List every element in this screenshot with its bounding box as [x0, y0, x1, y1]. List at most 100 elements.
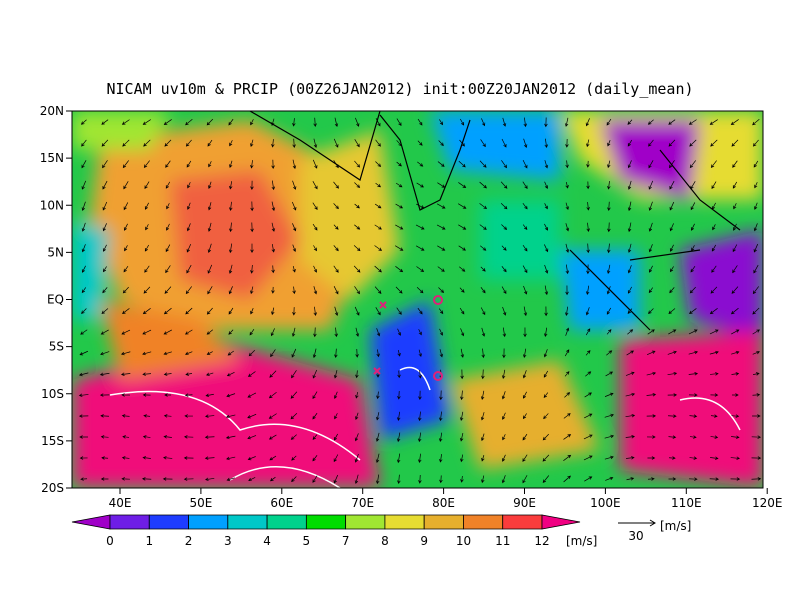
wind-arrow: [165, 265, 171, 274]
wind-field: [72, 111, 763, 488]
wind-arrow: [291, 201, 297, 211]
wind-arrow: [416, 203, 425, 209]
colorbar-swatch: [148, 514, 189, 530]
wind-arrow: [226, 393, 236, 398]
wind-arrow: [333, 370, 338, 379]
wind-arrow: [312, 181, 318, 190]
wind-arrow: [438, 308, 444, 315]
wind-arrow: [185, 286, 193, 295]
wind-arrow: [585, 371, 592, 377]
wind-arrow: [689, 477, 698, 481]
wind-arrow: [78, 414, 89, 418]
wind-arrow: [522, 475, 528, 484]
wind-arrow: [81, 308, 87, 314]
wind-arrow: [354, 286, 360, 295]
wind-arrow: [143, 139, 151, 147]
wind-arrow: [416, 266, 425, 272]
wind-arrow: [606, 307, 612, 315]
wind-arrow: [563, 454, 572, 461]
wind-arrow: [439, 119, 444, 126]
wind-arrow: [500, 181, 508, 189]
wind-arrow: [584, 476, 593, 482]
wind-arrow: [586, 264, 590, 275]
wind-arrow: [522, 265, 528, 274]
wind-arrow: [312, 159, 318, 169]
wind-arrow: [163, 435, 172, 439]
wind-arrow: [355, 117, 360, 127]
wind-arrow: [586, 202, 590, 211]
wind-arrow: [607, 243, 611, 254]
wind-arrow: [668, 414, 677, 418]
wind-arrow: [543, 392, 549, 399]
wind-arrow: [733, 203, 737, 210]
wind-arrow: [354, 433, 359, 442]
wind-arrow: [522, 202, 528, 210]
wind-arrow: [355, 348, 359, 358]
wind-arrow: [501, 266, 507, 273]
wind-arrow: [334, 413, 338, 420]
wind-arrow: [480, 245, 487, 251]
wind-arrow: [354, 224, 361, 230]
wind-arrow: [353, 265, 361, 273]
wind-arrow: [79, 456, 88, 460]
wind-arrow: [627, 119, 633, 125]
wind-arrow: [247, 413, 257, 419]
wind-arrow: [268, 434, 277, 440]
wind-arrow: [205, 477, 215, 482]
wind-arrow: [121, 329, 131, 335]
wind-arrow: [375, 432, 380, 442]
wind-arrow: [646, 371, 657, 376]
wind-arrow: [250, 180, 254, 190]
wind-arrow: [669, 201, 675, 211]
wind-arrow: [415, 224, 425, 230]
wind-arrow: [312, 223, 318, 231]
wind-arrow: [501, 245, 507, 251]
wind-arrow: [544, 117, 548, 128]
wind-arrow: [669, 180, 675, 190]
wind-arrow: [99, 372, 110, 377]
wind-arrow: [270, 349, 276, 358]
wind-arrow: [438, 140, 444, 147]
wind-arrow: [751, 435, 762, 439]
wind-arrow: [459, 307, 465, 315]
wind-arrow: [460, 328, 465, 337]
wind-arrow: [354, 306, 360, 316]
wind-arrow: [501, 160, 508, 169]
wind-arrow: [186, 160, 192, 168]
wind-arrow: [522, 244, 528, 252]
wind-arrow: [648, 180, 654, 190]
wind-arrow: [436, 224, 446, 230]
wind-arrow: [313, 327, 317, 338]
wind-arrow: [481, 348, 485, 359]
wind-arrow: [606, 118, 612, 126]
wind-arrow: [206, 372, 214, 376]
wind-arrow: [250, 139, 254, 147]
wind-arrow: [604, 413, 614, 418]
wind-arrow: [354, 182, 361, 188]
wind-arrow: [689, 414, 698, 418]
wind-arrow: [228, 307, 234, 315]
wind-arrow: [396, 307, 402, 315]
wind-arrow: [563, 434, 572, 440]
wind-arrow: [271, 265, 275, 274]
wind-arrow: [144, 202, 149, 210]
wind-arrow: [207, 264, 213, 274]
wind-arrow: [669, 287, 675, 294]
wind-arrow: [544, 223, 549, 231]
wind-arrow: [502, 327, 507, 338]
wind-arrow: [102, 180, 108, 190]
wind-arrow: [207, 243, 212, 253]
wind-arrow: [479, 224, 487, 230]
wind-arrow: [565, 202, 569, 211]
wind-arrow: [204, 456, 215, 460]
wind-arrow: [100, 414, 110, 418]
wind-arrow: [396, 118, 402, 127]
wind-arrow: [121, 477, 130, 481]
colorbar-swatch: [266, 514, 307, 530]
wind-arrow: [754, 202, 758, 210]
wind-arrow: [460, 369, 464, 380]
wind-arrow: [730, 477, 741, 481]
wind-arrow: [731, 350, 740, 355]
wind-arrow: [730, 307, 739, 315]
wind-arrow: [458, 224, 467, 230]
